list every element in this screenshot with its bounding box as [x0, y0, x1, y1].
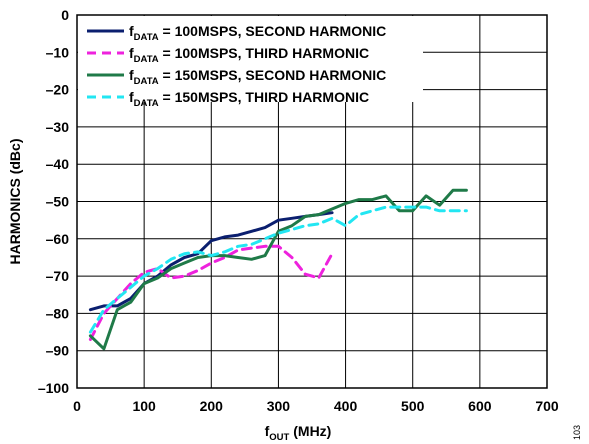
x-tick-label: 300: [267, 398, 291, 414]
series-lines: [88, 188, 468, 351]
figure-number: 103: [572, 425, 582, 440]
series-line-4: [88, 205, 468, 334]
y-tick-label: –60: [46, 231, 70, 247]
series-line-1: [88, 211, 334, 312]
x-axis-label-rest: (MHz): [289, 423, 331, 439]
y-tick-label: –100: [38, 380, 69, 396]
y-tick-label: –50: [46, 194, 70, 210]
series-line-2: [88, 244, 334, 341]
x-axis-label-sub: OUT: [269, 432, 289, 443]
x-tick-label: 700: [535, 398, 559, 414]
legend-label-1: fDATA = 100MSPS, SECOND HARMONIC: [129, 23, 386, 43]
plot-frame: [76, 14, 548, 389]
x-tick-label: 600: [468, 398, 492, 414]
y-tick-label: 0: [61, 7, 69, 23]
x-axis-label-main: f: [265, 423, 270, 439]
y-tick-label: –10: [46, 44, 70, 60]
x-tick-label: 0: [73, 398, 81, 414]
tick-labels: 0 100 200 300 400 500 600 700 0 –10 –20 –30 –40 –50 –6…: [38, 7, 559, 414]
series-line-3: [88, 188, 468, 351]
legend-label-2: fDATA = 100MSPS, THIRD HARMONIC: [129, 45, 369, 65]
y-tick-label: –70: [46, 268, 70, 284]
y-tick-label: –20: [46, 82, 70, 98]
legend-box: [78, 16, 423, 102]
x-tick-label: 200: [200, 398, 224, 414]
x-axis-label: fOUT (MHz): [265, 423, 332, 443]
legend-label-3: fDATA = 150MSPS, SECOND HARMONIC: [129, 67, 386, 87]
y-tick-label: –40: [46, 156, 70, 172]
x-tick-label: 500: [401, 398, 425, 414]
y-tick-label: –90: [46, 343, 70, 359]
legend-label-4: fDATA = 150MSPS, THIRD HARMONIC: [129, 89, 369, 109]
y-tick-label: –30: [46, 119, 70, 135]
y-tick-label: –80: [46, 305, 70, 321]
y-axis-label: HARMONICS (dBc): [7, 139, 23, 265]
x-tick-label: 400: [334, 398, 358, 414]
x-tick-label: 100: [132, 398, 156, 414]
